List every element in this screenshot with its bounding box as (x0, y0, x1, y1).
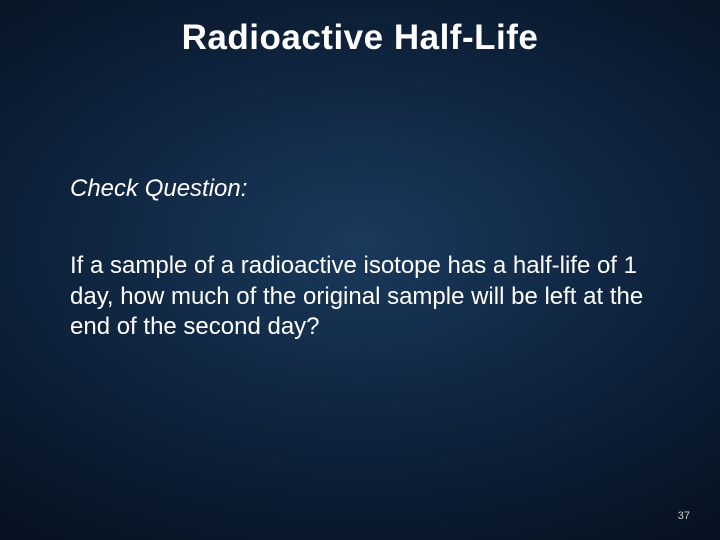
slide-title: Radioactive Half-Life (0, 0, 720, 58)
content-area: Check Question: If a sample of a radioac… (70, 175, 660, 343)
page-number: 37 (678, 510, 690, 522)
question-body: If a sample of a radioactive isotope has… (70, 251, 660, 343)
check-question-label: Check Question: (70, 175, 660, 203)
